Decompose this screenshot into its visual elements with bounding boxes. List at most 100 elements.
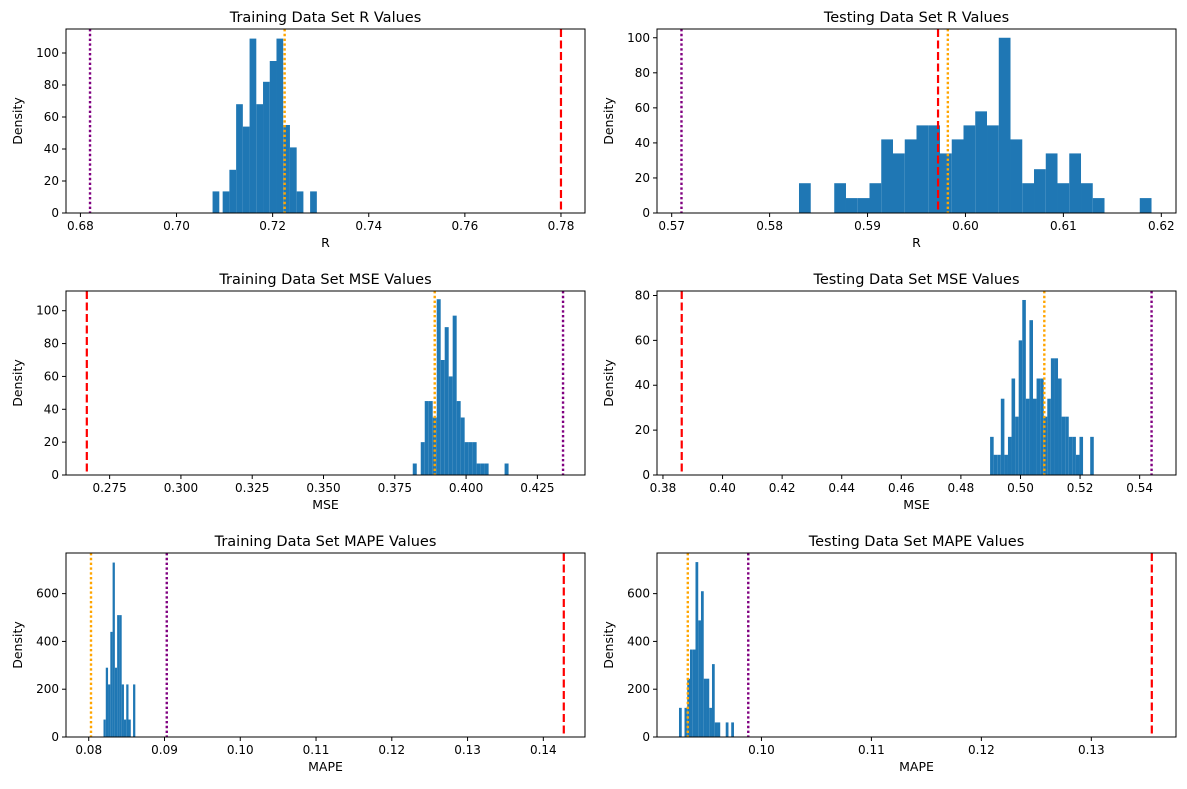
histogram-bar [420,442,425,475]
histogram-bar [711,664,715,737]
histogram-bar [1040,378,1044,475]
x-tick-label: 0.58 [756,219,783,233]
x-tick-label: 0.10 [227,743,254,757]
y-tick-label: 40 [635,136,650,150]
x-tick-label: 0.74 [355,219,382,233]
histogram-bar [110,631,113,737]
histogram-bar [857,198,870,213]
histogram-bar [484,463,489,475]
x-tick-label: 0.44 [828,481,855,495]
histogram-bar [1010,139,1023,213]
y-tick-label: 40 [44,402,59,416]
y-tick-label: 20 [635,423,650,437]
x-tick-label: 0.09 [151,743,178,757]
histogram-bar [1068,436,1073,475]
histogram-bar [504,463,509,475]
axes-frame [656,290,1177,476]
histogram-bar [1058,378,1062,475]
x-tick-label: 0.425 [520,481,554,495]
histogram-bar [105,667,109,737]
histogram-bar [1032,398,1037,475]
histogram-bar [480,463,485,475]
y-tick-label: 100 [36,46,59,60]
histogram-bar [706,678,710,737]
histogram-bar [700,591,704,737]
histogram-bar [916,125,929,213]
histogram-bar [296,191,304,213]
y-tick-label: 0 [51,730,59,744]
y-tick-label: 0 [642,730,650,744]
histogram-bar [103,719,106,737]
histogram-bar [464,442,469,475]
histogram-bar [798,183,811,213]
histogram-bar [1079,436,1084,475]
histogram-bar [121,684,124,737]
y-tick-label: 60 [44,110,59,124]
histogram-bar [1011,378,1016,475]
histogram-bar [698,620,701,737]
histogram-bar [1047,398,1051,475]
y-axis-label: Density [10,359,25,407]
histogram-bar [1072,436,1076,475]
histogram-bar [424,401,429,475]
histogram-bar [1092,198,1105,213]
x-axis-label: MAPE [308,759,343,774]
histogram-bar [987,125,999,213]
chart-title: Testing Data Set R Values [823,10,1009,26]
histogram-bar [1090,436,1094,475]
histogram-bar [709,707,712,737]
histogram-bar [1069,153,1082,213]
chart-title: Testing Data Set MSE Values [812,272,1019,288]
histogram-bar [1007,436,1012,475]
x-tick-label: 0.14 [530,743,557,757]
x-tick-label: 0.48 [948,481,975,495]
chart-title: Testing Data Set MAPE Values [808,534,1025,550]
x-tick-label: 0.38 [650,481,677,495]
histogram-bar [448,376,453,475]
histogram-bar [460,417,465,475]
histogram-bar [1004,454,1008,475]
histogram-bar [845,198,858,213]
histogram-bar [1018,340,1023,475]
x-tick-label: 0.300 [164,481,198,495]
histogram-bar [714,722,718,737]
histogram-bar [269,61,277,213]
histogram-bar [1022,183,1035,213]
histogram-bar [117,615,120,737]
histogram-bar [990,436,994,475]
histogram-bar [263,81,270,213]
x-tick-label: 0.78 [548,219,575,233]
x-axis-label: MAPE [899,759,934,774]
histogram-bar [289,147,297,213]
histogram-bar [692,649,696,737]
y-tick-label: 60 [635,101,650,115]
axes-frame [656,28,1177,214]
x-tick-label: 0.61 [1050,219,1077,233]
histogram-bar [123,719,127,737]
x-tick-label: 0.08 [75,743,102,757]
x-tick-label: 0.11 [858,743,885,757]
histogram-bar [678,707,682,737]
x-tick-label: 0.60 [952,219,979,233]
y-tick-label: 200 [627,682,650,696]
x-tick-label: 0.275 [92,481,126,495]
histogram-bar [1034,169,1046,213]
x-tick-label: 0.59 [854,219,881,233]
histogram-bar [108,684,111,737]
histogram-bar [472,442,477,475]
y-axis-label: Density [10,97,25,145]
histogram-bar [256,104,264,213]
histogram-bar [684,707,688,737]
y-tick-label: 60 [44,369,59,383]
y-axis-label: Density [10,621,25,669]
histogram-bar [1061,416,1066,475]
histogram-bar [310,191,317,213]
histogram-bar [1036,378,1041,475]
x-tick-label: 0.10 [748,743,775,757]
histogram-bar [1045,153,1058,213]
y-tick-label: 600 [627,587,650,601]
histogram-panel-1: 0.68 0.70 0.72 0.74 0.76 0.78 0 20 40 60 80 100 Trai… [10,10,586,250]
x-tick-label: 0.76 [452,219,479,233]
histogram-bar [703,678,707,737]
histogram-bar [1029,320,1033,475]
